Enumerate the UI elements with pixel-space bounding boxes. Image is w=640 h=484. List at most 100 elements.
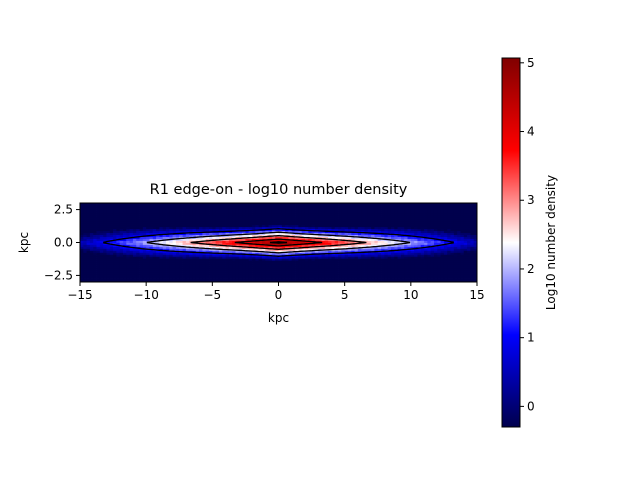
heatmap-cell	[113, 224, 117, 228]
heatmap-cell	[235, 254, 240, 257]
heatmap-cell	[166, 212, 170, 216]
heatmap-cell	[265, 268, 269, 271]
heatmap-cell	[106, 262, 111, 265]
heatmap-cell	[152, 210, 157, 214]
heatmap-cell	[420, 232, 425, 236]
heatmap-cell	[285, 252, 289, 255]
heatmap-cell	[265, 278, 269, 281]
heatmap-cell	[175, 258, 180, 261]
heatmap-cell	[212, 222, 217, 226]
heatmap-cell	[341, 232, 346, 236]
heatmap-cell	[397, 256, 402, 259]
heatmap-cell	[381, 224, 385, 228]
heatmap-cell	[258, 266, 263, 269]
heatmap-cell	[235, 203, 240, 206]
heatmap-cell	[258, 264, 263, 267]
heatmap-cell	[467, 246, 471, 249]
heatmap-cell	[371, 240, 375, 243]
heatmap-cell	[156, 260, 160, 263]
heatmap-cell	[103, 228, 107, 232]
heatmap-cell	[450, 220, 455, 224]
heatmap-cell	[443, 240, 448, 243]
heatmap-cell	[126, 252, 131, 255]
heatmap-cell	[400, 224, 405, 228]
heatmap-cell	[182, 226, 187, 230]
heatmap-cell	[86, 278, 91, 281]
heatmap-cell	[374, 274, 379, 277]
heatmap-cell	[261, 264, 266, 267]
heatmap-cell	[195, 270, 200, 273]
heatmap-cell	[304, 220, 309, 224]
heatmap-cell	[384, 222, 389, 226]
heatmap-cell	[212, 260, 217, 263]
heatmap-cell	[463, 268, 468, 271]
heatmap-cell	[86, 236, 91, 239]
heatmap-cell	[149, 266, 154, 269]
heatmap-cell	[321, 262, 326, 265]
heatmap-cell	[248, 208, 253, 212]
heatmap-cell	[304, 266, 309, 269]
heatmap-cell	[275, 236, 279, 239]
heatmap-cell	[467, 260, 471, 263]
heatmap-cell	[450, 226, 455, 230]
heatmap-cell	[394, 258, 398, 261]
heatmap-cell	[235, 270, 240, 273]
heatmap-cell	[298, 240, 303, 243]
heatmap-cell	[209, 246, 213, 249]
heatmap-cell	[308, 260, 312, 263]
heatmap-cell	[404, 224, 408, 228]
heatmap-cell	[185, 218, 190, 222]
heatmap-cell	[235, 224, 240, 228]
heatmap-cell	[93, 256, 97, 259]
heatmap-cell	[473, 206, 477, 210]
heatmap-cell	[152, 268, 157, 271]
heatmap-cell	[295, 280, 299, 282]
heatmap-cell	[364, 256, 369, 259]
heatmap-cell	[433, 246, 438, 249]
heatmap-cell	[453, 232, 458, 236]
heatmap-cell	[364, 266, 369, 269]
heatmap-cell	[295, 206, 299, 210]
heatmap-cell	[397, 212, 402, 216]
heatmap-cell	[225, 278, 230, 281]
heatmap-cell	[119, 278, 124, 281]
heatmap-cell	[175, 228, 180, 232]
heatmap-cell	[238, 232, 243, 236]
heatmap-cell	[318, 268, 322, 271]
heatmap-cell	[285, 240, 289, 243]
heatmap-cell	[258, 210, 263, 214]
heatmap-cell	[354, 264, 359, 267]
heatmap-cell	[96, 276, 101, 279]
heatmap-cell	[390, 244, 395, 247]
heatmap-cell	[404, 272, 408, 275]
heatmap-cell	[470, 228, 475, 232]
heatmap-cell	[258, 214, 263, 218]
heatmap-cell	[166, 228, 170, 232]
heatmap-cell	[169, 248, 174, 251]
heatmap-cell	[281, 210, 286, 214]
heatmap-cell	[245, 203, 250, 206]
heatmap-cell	[410, 226, 415, 230]
heatmap-cell	[238, 254, 243, 257]
heatmap-cell	[195, 276, 200, 279]
heatmap-cell	[222, 276, 226, 279]
heatmap-cell	[338, 204, 342, 208]
heatmap-cell	[420, 250, 425, 253]
heatmap-cell	[103, 246, 107, 249]
heatmap-cell	[443, 234, 448, 237]
heatmap-cell	[232, 210, 236, 214]
heatmap-cell	[218, 236, 223, 239]
heatmap-cell	[384, 264, 389, 267]
heatmap-cell	[324, 250, 329, 253]
heatmap-cell	[328, 250, 332, 253]
heatmap-cell	[86, 254, 91, 257]
heatmap-cell	[384, 230, 389, 234]
heatmap-cell	[344, 246, 349, 249]
heatmap-cell	[109, 274, 114, 277]
heatmap-cell	[467, 252, 471, 255]
heatmap-cell	[252, 208, 256, 212]
heatmap-cell	[397, 214, 402, 218]
heatmap-cell	[278, 278, 283, 281]
heatmap-cell	[248, 274, 253, 277]
heatmap-cell	[321, 206, 326, 210]
